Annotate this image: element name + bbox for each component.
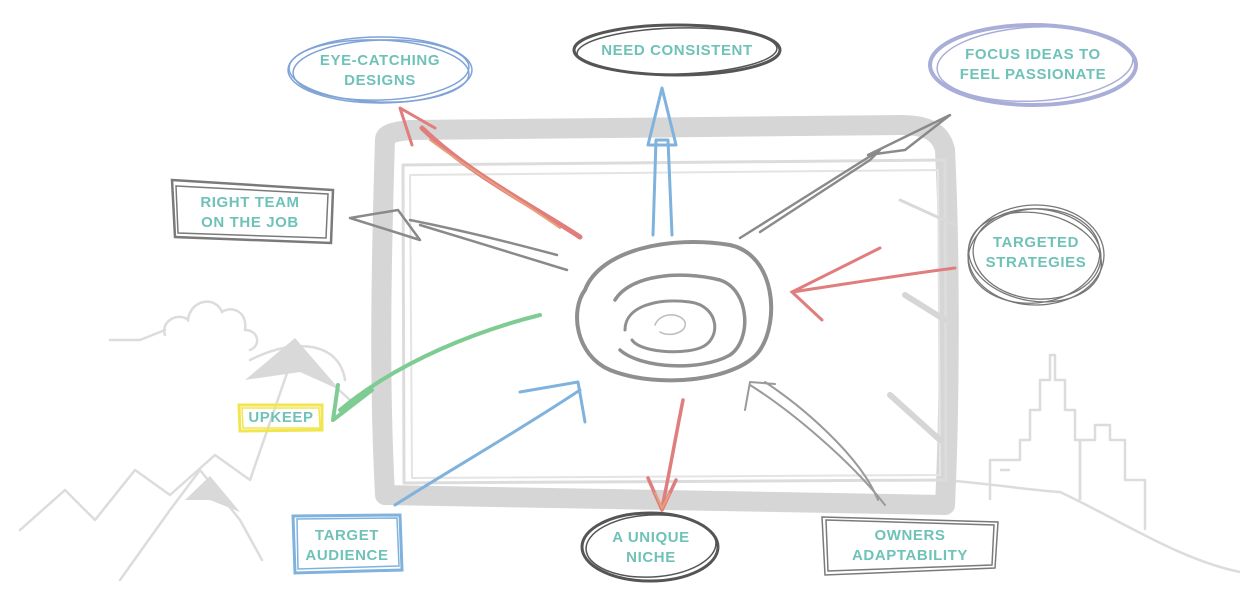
target-audience-box bbox=[291, 513, 404, 575]
label-focus-ideas: FOCUS IDEAS TO FEEL PASSIONATE bbox=[943, 45, 1123, 85]
label-eye-catching-line1: EYE-CATCHING bbox=[319, 52, 441, 69]
background-city bbox=[944, 353, 1241, 574]
center-spiral-target bbox=[575, 240, 774, 383]
label-need-consistent: NEED CONSISTENT bbox=[577, 41, 777, 61]
label-upkeep: UPKEEP bbox=[240, 408, 322, 428]
label-eye-catching: EYE-CATCHING DESIGNS bbox=[300, 51, 460, 91]
right-team-box bbox=[170, 178, 335, 245]
label-target-audience-line2: AUDIENCE bbox=[305, 547, 389, 564]
arrow-targeted-strategies bbox=[789, 246, 957, 322]
arrow-need-consistent bbox=[646, 86, 678, 237]
label-focus-ideas-line1: FOCUS IDEAS TO bbox=[965, 46, 1101, 63]
label-target-audience-line1: TARGET bbox=[314, 527, 380, 544]
upkeep-box bbox=[237, 403, 324, 433]
unique-niche-ellipse bbox=[580, 511, 720, 583]
label-unique-niche: A UNIQUE NICHE bbox=[595, 528, 707, 568]
arrow-right-team bbox=[348, 208, 569, 272]
label-unique-niche-line1: A UNIQUE bbox=[612, 529, 690, 546]
label-eye-catching-line2: DESIGNS bbox=[344, 72, 416, 89]
cloud-sketch bbox=[162, 300, 259, 352]
arrow-eye-catching bbox=[398, 106, 583, 240]
label-targeted-strategies-line1: TARGETED bbox=[992, 234, 1080, 251]
mountain-peak-shade-2 bbox=[185, 476, 240, 512]
arrow-unique-niche-tip bbox=[654, 491, 671, 511]
label-right-team-line2: ON THE JOB bbox=[201, 214, 299, 231]
label-owners-adaptability-line2: ADAPTABILITY bbox=[851, 547, 969, 564]
tablet-frame bbox=[371, 115, 959, 515]
arrow-upkeep bbox=[331, 313, 542, 422]
arrow-focus-ideas bbox=[738, 113, 952, 240]
label-targeted-strategies: TARGETED STRATEGIES bbox=[974, 233, 1098, 273]
owners-adaptability-box bbox=[821, 516, 999, 576]
eye-catching-ellipse bbox=[287, 36, 473, 104]
label-owners-adaptability-line1: OWNERS bbox=[874, 527, 946, 544]
label-upkeep-line1: UPKEEP bbox=[248, 409, 314, 426]
label-owners-adaptability: OWNERS ADAPTABILITY bbox=[830, 526, 990, 566]
label-targeted-strategies-line2: STRATEGIES bbox=[985, 254, 1087, 271]
label-right-team-line1: RIGHT TEAM bbox=[200, 194, 300, 211]
arrow-target-audience bbox=[393, 380, 587, 507]
targeted-strategies-ellipse bbox=[967, 204, 1105, 306]
background-mountains bbox=[18, 328, 352, 582]
label-focus-ideas-line2: FEEL PASSIONATE bbox=[959, 66, 1107, 83]
arrow-owners-adaptability bbox=[744, 381, 886, 506]
focus-ideas-ellipse bbox=[928, 23, 1138, 107]
label-right-team: RIGHT TEAM ON THE JOB bbox=[180, 193, 320, 233]
label-need-consistent-line1: NEED CONSISTENT bbox=[601, 42, 753, 59]
mountain-peak-shade bbox=[245, 338, 340, 390]
label-unique-niche-line2: NICHE bbox=[626, 549, 676, 566]
need-consistent-ellipse bbox=[572, 23, 782, 77]
label-target-audience: TARGET AUDIENCE bbox=[293, 526, 401, 566]
